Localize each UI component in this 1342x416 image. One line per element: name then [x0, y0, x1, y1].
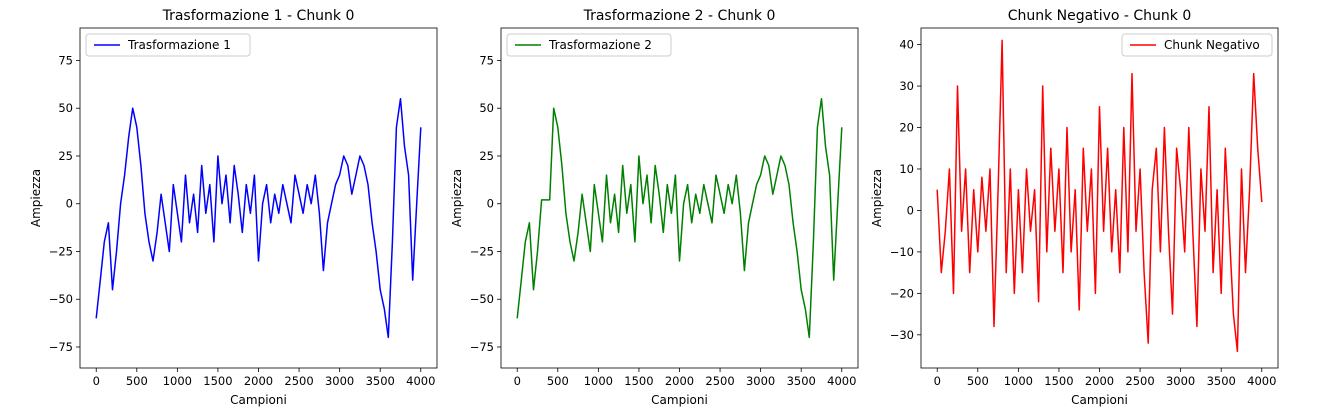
- y-tick-label: −10: [890, 245, 914, 259]
- legend: Trasformazione 1: [85, 33, 251, 57]
- x-tick-label: 3500: [366, 374, 395, 388]
- chart-title: Chunk Negativo - Chunk 0: [1008, 8, 1192, 24]
- x-tick-label: 4000: [1247, 374, 1276, 388]
- y-tick-label: 40: [899, 38, 914, 52]
- legend-box: [1121, 33, 1273, 57]
- x-tick-label: 1500: [1044, 374, 1073, 388]
- y-tick-label: −75: [470, 340, 494, 354]
- legend-box: [506, 33, 672, 57]
- x-tick-label: 500: [126, 374, 148, 388]
- x-tick-label: 500: [967, 374, 989, 388]
- y-tick-label: 0: [907, 203, 914, 217]
- x-tick-label: 3000: [1166, 374, 1195, 388]
- x-tick-label: 4000: [406, 374, 435, 388]
- chart-title: Trasformazione 1 - Chunk 0: [162, 8, 355, 24]
- y-tick-label: 10: [899, 162, 914, 176]
- y-tick-label: 20: [899, 121, 914, 135]
- x-tick-label: 1000: [584, 374, 613, 388]
- legend-label: Chunk Negativo: [1164, 38, 1260, 52]
- x-axis-label: Campioni: [651, 393, 708, 407]
- x-tick-label: 1000: [1004, 374, 1033, 388]
- y-tick-label: 25: [58, 149, 73, 163]
- x-tick-label: 0: [93, 374, 100, 388]
- x-tick-label: 3000: [746, 374, 775, 388]
- y-tick-label: −25: [49, 244, 73, 258]
- x-tick-label: 0: [514, 374, 521, 388]
- chart-title: Trasformazione 2 - Chunk 0: [583, 8, 776, 24]
- x-tick-label: 0: [934, 374, 941, 388]
- x-tick-label: 3500: [787, 374, 816, 388]
- x-tick-label: 1000: [163, 374, 192, 388]
- x-tick-label: 3500: [1207, 374, 1236, 388]
- x-tick-label: 4000: [827, 374, 856, 388]
- legend: Chunk Negativo: [1121, 33, 1273, 57]
- x-tick-label: 2000: [244, 374, 273, 388]
- chart-panel-2: Trasformazione 2 - Chunk 00 500 1000 1500 20…: [450, 8, 859, 407]
- x-tick-label: 2500: [705, 374, 734, 388]
- y-axis-label: Ampiezza: [870, 169, 884, 227]
- y-tick-label: 75: [479, 53, 494, 67]
- y-tick-label: 75: [58, 53, 73, 67]
- legend-label: Trasformazione 1: [127, 38, 231, 52]
- chart-panel-1: Trasformazione 1 - Chunk 00 500 1000 1500 20…: [29, 8, 438, 407]
- y-tick-label: −25: [470, 244, 494, 258]
- x-tick-label: 2000: [1085, 374, 1114, 388]
- legend-label: Trasformazione 2: [548, 38, 652, 52]
- series-line-1: [95, 97, 422, 339]
- x-tick-label: 2500: [284, 374, 313, 388]
- x-tick-label: 1500: [203, 374, 232, 388]
- y-tick-label: 50: [479, 101, 494, 115]
- x-axis-label: Campioni: [230, 393, 287, 407]
- legend-box: [85, 33, 251, 57]
- y-tick-label: 25: [479, 149, 494, 163]
- chart-panel-3: Chunk Negativo - Chunk 0 0 500 1000 1500 2000…: [870, 8, 1279, 407]
- x-tick-label: 3000: [325, 374, 354, 388]
- series-line-1: [936, 39, 1263, 353]
- y-tick-label: 30: [899, 79, 914, 93]
- y-tick-label: 50: [58, 101, 73, 115]
- y-axis-label: Ampiezza: [29, 169, 43, 227]
- y-tick-label: −50: [470, 292, 494, 306]
- x-tick-label: 500: [547, 374, 569, 388]
- x-tick-label: 2000: [665, 374, 694, 388]
- y-tick-label: −50: [49, 292, 73, 306]
- y-tick-label: −30: [890, 328, 914, 342]
- x-tick-label: 2500: [1125, 374, 1154, 388]
- y-tick-label: 0: [487, 197, 494, 211]
- series-line-1: [516, 97, 843, 339]
- x-axis-label: Campioni: [1071, 393, 1128, 407]
- y-tick-label: 0: [66, 197, 73, 211]
- y-axis-label: Ampiezza: [450, 169, 464, 227]
- y-tick-label: −20: [890, 286, 914, 300]
- legend: Trasformazione 2: [506, 33, 672, 57]
- y-tick-label: −75: [49, 340, 73, 354]
- x-tick-label: 1500: [624, 374, 653, 388]
